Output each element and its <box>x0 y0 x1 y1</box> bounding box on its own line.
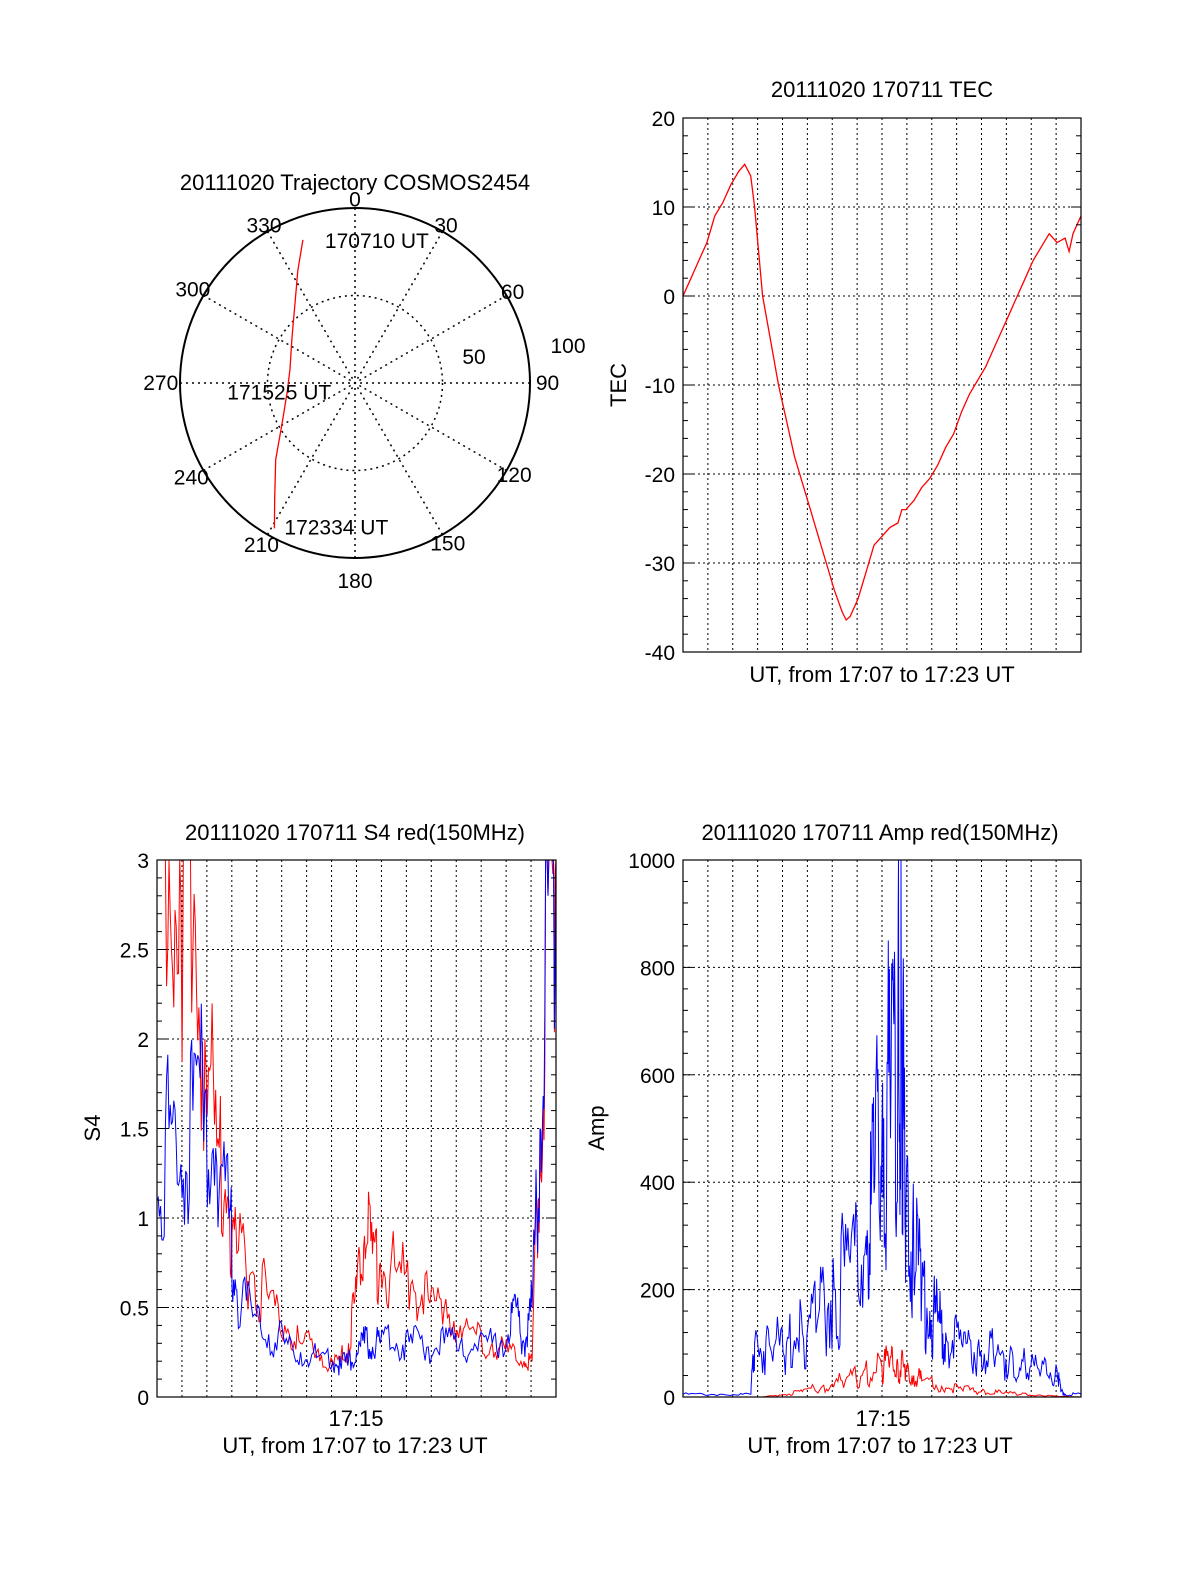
y-tick-label: 1 <box>137 1208 149 1231</box>
amp-ylabel: Amp <box>584 1105 609 1150</box>
tec-plot: 20111020 170711 TEC UT, from 17:07 to 17… <box>606 77 1082 687</box>
plot-frame <box>682 117 1082 653</box>
y-tick-label: -10 <box>645 375 675 398</box>
y-tick-label: 600 <box>640 1065 675 1088</box>
polar-trajectory-plot: 20111020 Trajectory COSMOS2454 0 30 60 90 12… <box>143 170 585 593</box>
y-tick-label: 0.5 <box>120 1298 149 1321</box>
polar-angle-label: 120 <box>497 464 532 487</box>
polar-title: 20111020 Trajectory COSMOS2454 <box>180 170 530 195</box>
polar-angle-label: 60 <box>501 281 524 304</box>
plot-frame <box>156 859 557 1398</box>
s4-series <box>156 859 557 1376</box>
amp-grid <box>683 860 1081 1397</box>
polar-spoke <box>266 231 444 535</box>
polar-series <box>273 239 304 529</box>
y-tick-label: -40 <box>645 642 675 665</box>
polar-angle-labels: 0 30 60 90 120 150 180 210 240 270 300 330 50 100 <box>143 188 585 593</box>
trajectory-time-label: 171525 UT <box>227 381 331 404</box>
y-tick-label: 0 <box>663 286 675 309</box>
y-tick-label: 800 <box>640 957 675 980</box>
amp-series <box>682 859 1082 1398</box>
data-series-line-red <box>157 859 557 1373</box>
s4-xtick-label: 17:15 <box>328 1406 383 1431</box>
trajectory-line <box>273 239 304 529</box>
s4-axis: 0 0.5 1 1.5 2 2.5 3 <box>120 850 557 1410</box>
y-tick-label: 200 <box>640 1280 675 1303</box>
polar-radial-label: 100 <box>550 335 585 358</box>
tec-xlabel: UT, from 17:07 to 17:23 UT <box>749 662 1014 687</box>
data-series-line-blue <box>156 859 557 1376</box>
s4-ylabel: S4 <box>80 1115 105 1142</box>
trajectory-time-label: 170710 UT <box>325 230 429 253</box>
tec-grid <box>683 118 1081 652</box>
y-tick-label: -20 <box>645 464 675 487</box>
y-tick-label: -30 <box>645 553 675 576</box>
y-tick-label: 1.5 <box>120 1119 149 1142</box>
y-tick-label: 2.5 <box>120 940 149 963</box>
polar-angle-label: 0 <box>349 188 361 211</box>
amp-xlabel: UT, from 17:07 to 17:23 UT <box>747 1433 1012 1458</box>
polar-angle-label: 240 <box>174 467 209 490</box>
polar-angle-label: 300 <box>175 278 210 301</box>
y-tick-label: 3 <box>137 850 149 873</box>
polar-inner-circle <box>266 294 444 472</box>
y-tick-label: 1000 <box>628 850 675 873</box>
data-series-line-red <box>682 163 1082 622</box>
polar-radial-label: 50 <box>462 346 485 369</box>
tec-title: 20111020 170711 TEC <box>771 77 993 102</box>
polar-annotations: 170710 UT 171525 UT 172334 UT <box>227 230 429 539</box>
s4-plot: 20111020 170711 S4 red(150MHz) 17:15 UT,… <box>80 820 557 1458</box>
y-tick-label: 400 <box>640 1172 675 1195</box>
y-tick-label: 2 <box>137 1029 149 1052</box>
s4-xlabel: UT, from 17:07 to 17:23 UT <box>222 1433 487 1458</box>
polar-angle-label: 90 <box>536 372 559 395</box>
plot-frame <box>682 859 1082 1398</box>
polar-angle-label: 330 <box>246 214 281 237</box>
amp-title: 20111020 170711 Amp red(150MHz) <box>701 820 1058 845</box>
polar-angle-label: 270 <box>143 372 178 395</box>
polar-angle-label: 30 <box>434 214 457 237</box>
amp-plot: 20111020 170711 Amp red(150MHz) 17:15 UT… <box>584 820 1082 1458</box>
tec-series <box>682 163 1082 622</box>
polar-angle-label: 150 <box>430 533 465 556</box>
y-tick-label: 0 <box>137 1387 149 1410</box>
y-tick-label: 20 <box>652 108 675 131</box>
amp-xtick-label: 17:15 <box>855 1406 910 1431</box>
trajectory-time-label: 172334 UT <box>284 516 388 539</box>
polar-angle-label: 180 <box>337 570 372 593</box>
y-tick-label: 0 <box>663 1387 675 1410</box>
data-series-line-red <box>683 1345 1081 1398</box>
polar-angle-label: 210 <box>244 534 279 557</box>
amp-axis: 0 200 400 600 800 1000 <box>628 850 1082 1410</box>
y-tick-label: 10 <box>652 197 675 220</box>
data-series-line-blue <box>682 859 1082 1397</box>
s4-title: 20111020 170711 S4 red(150MHz) <box>185 820 525 845</box>
tec-ylabel: TEC <box>606 363 631 407</box>
polar-grid <box>179 207 531 559</box>
tec-axis: 20 10 0 -10 -20 -30 -40 <box>645 108 1082 665</box>
